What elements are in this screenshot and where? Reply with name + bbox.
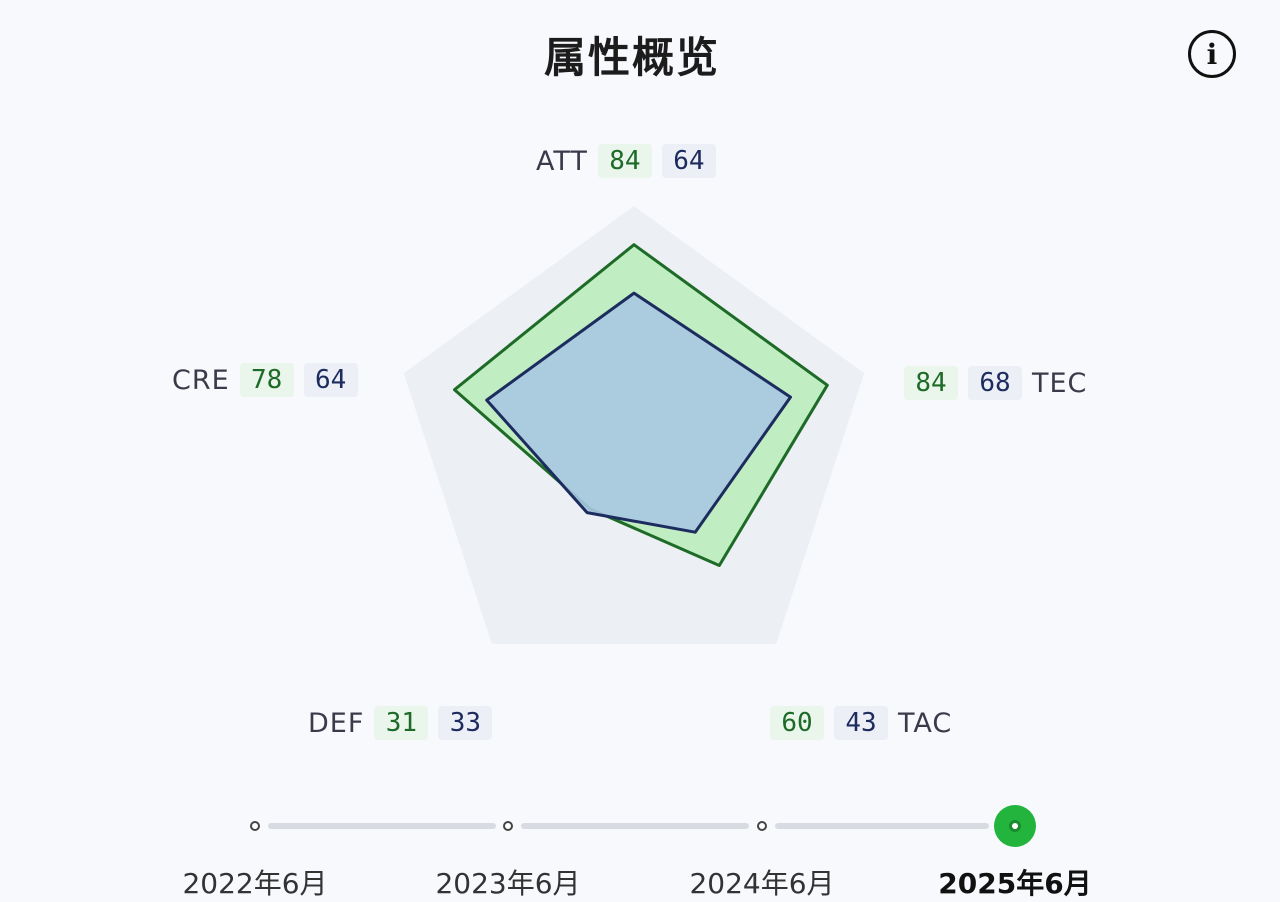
timeline-dot-2025-active[interactable] [994, 805, 1036, 847]
data-label-series-b: 68 [968, 366, 1022, 400]
data-label-series-b: 64 [661, 144, 716, 178]
timeline-label-2025[interactable]: 2025年6月 [938, 867, 1092, 900]
data-label-series-a: 31 [374, 706, 429, 740]
timeline-label-2024[interactable]: 2024年6月 [689, 867, 835, 900]
axis-label-def: DEF 31 33 [308, 701, 493, 745]
data-label-series-b: 64 [303, 363, 358, 397]
data-label-series-a: 84 [597, 144, 652, 178]
info-icon[interactable]: i [1188, 30, 1236, 78]
axis-label-tac: 60 43 TAC [770, 701, 952, 745]
axis-label-cre: CRE 78 64 [172, 358, 358, 402]
timeline-label-2023[interactable]: 2023年6月 [435, 867, 581, 900]
timeline-dot-2023[interactable] [503, 821, 513, 831]
axis-name: ATT [536, 145, 588, 177]
timeline-label-2022[interactable]: 2022年6月 [182, 867, 328, 900]
axis-label-att: ATT 84 64 [536, 139, 716, 183]
timeline-track [775, 823, 989, 829]
axis-name: TEC [1032, 367, 1088, 399]
timeline-dot-2024[interactable] [757, 821, 767, 831]
timeline-track [268, 823, 496, 829]
axis-name: TAC [898, 707, 953, 739]
timeline-dot-2022[interactable] [250, 821, 260, 831]
data-label-series-a: 78 [239, 363, 294, 397]
axis-name: CRE [172, 364, 230, 396]
data-label-series-b: 33 [438, 706, 493, 740]
data-label-series-a: 84 [904, 366, 958, 400]
timeline-track [521, 823, 749, 829]
radar-series-2 [485, 291, 792, 534]
page-title: 属性概览 [543, 33, 720, 82]
axis-name: DEF [308, 707, 365, 739]
data-label-series-b: 43 [834, 706, 888, 740]
data-label-series-a: 60 [770, 706, 824, 740]
axis-label-tec: 84 68 TEC [904, 361, 1087, 405]
